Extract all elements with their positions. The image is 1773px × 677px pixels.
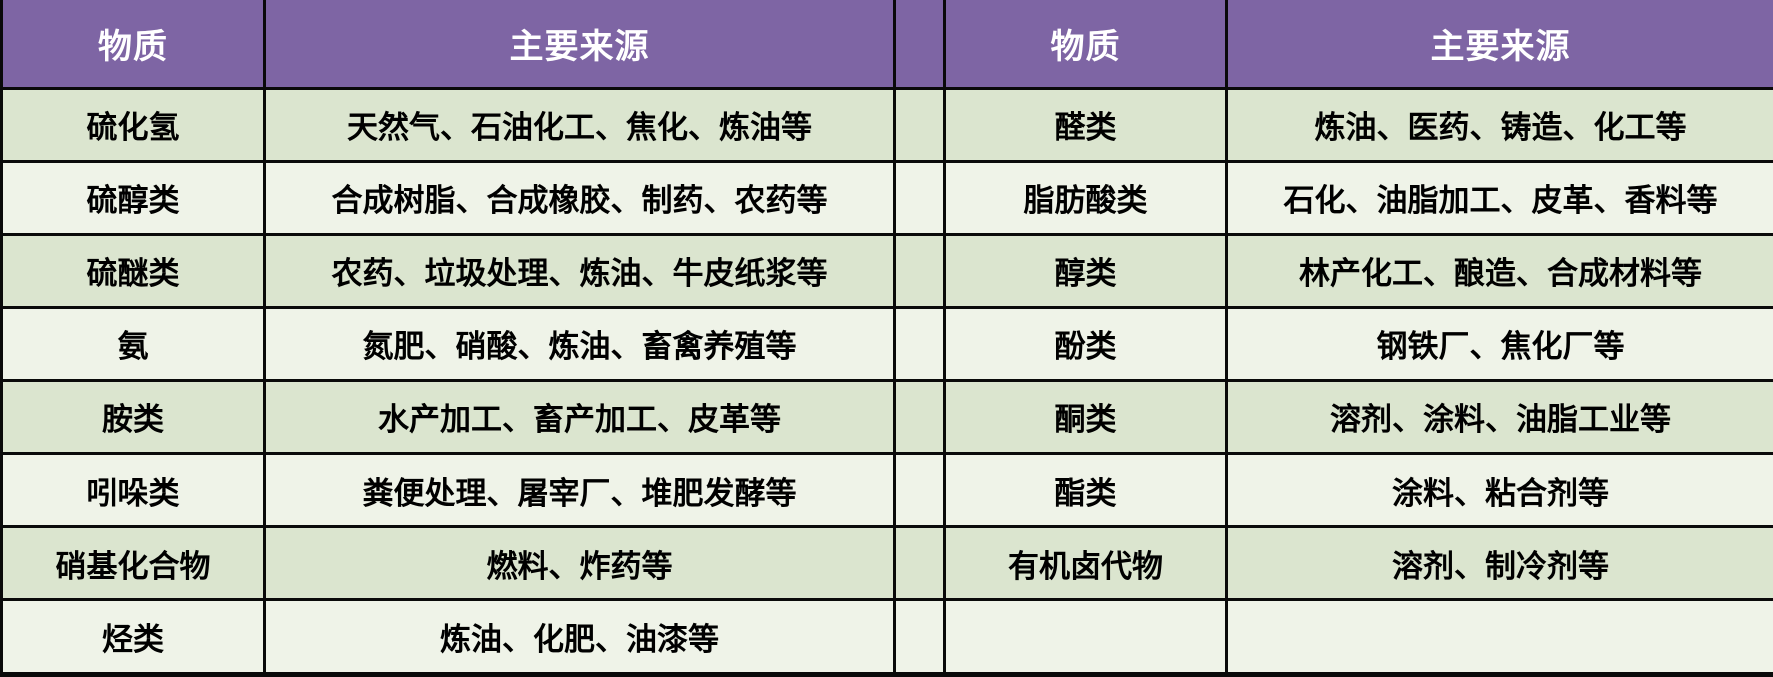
substance-cell: 醇类 xyxy=(943,232,1228,309)
right-source-header: 主要来源 xyxy=(1225,0,1773,90)
spacer-cell xyxy=(893,378,946,456)
substance-cell: 硫化氢 xyxy=(0,86,266,163)
source-cell: 炼油、医药、铸造、化工等 xyxy=(1225,86,1773,163)
left-substance-header: 物质 xyxy=(0,0,266,90)
source-cell: 氮肥、硝酸、炼油、畜禽养殖等 xyxy=(263,305,896,382)
table-row: 硫醇类 合成树脂、合成橡胶、制药、农药等 脂肪酸类 石化、油脂加工、皮革、香料等 xyxy=(0,159,1773,236)
substance-cell xyxy=(943,598,1228,676)
substance-cell: 烃类 xyxy=(0,598,266,676)
source-cell: 水产加工、畜产加工、皮革等 xyxy=(263,378,896,456)
table-row: 吲哚类 粪便处理、屠宰厂、堆肥发酵等 酯类 涂料、粘合剂等 xyxy=(0,452,1773,529)
table-row: 硫醚类 农药、垃圾处理、炼油、牛皮纸浆等 醇类 林产化工、酿造、合成材料等 xyxy=(0,232,1773,309)
source-cell xyxy=(1225,598,1773,676)
spacer-cell xyxy=(893,525,946,602)
source-cell: 钢铁厂、焦化厂等 xyxy=(1225,305,1773,382)
spacer-cell xyxy=(893,452,946,529)
source-cell: 溶剂、制冷剂等 xyxy=(1225,525,1773,602)
table-row: 烃类 炼油、化肥、油漆等 xyxy=(0,598,1773,676)
substance-cell: 酮类 xyxy=(943,378,1228,456)
source-cell: 林产化工、酿造、合成材料等 xyxy=(1225,232,1773,309)
source-cell: 溶剂、涂料、油脂工业等 xyxy=(1225,378,1773,456)
source-cell: 农药、垃圾处理、炼油、牛皮纸浆等 xyxy=(263,232,896,309)
substance-cell: 硝基化合物 xyxy=(0,525,266,602)
substance-cell: 醛类 xyxy=(943,86,1228,163)
table-row: 硝基化合物 燃料、炸药等 有机卤代物 溶剂、制冷剂等 xyxy=(0,525,1773,602)
source-cell: 石化、油脂加工、皮革、香料等 xyxy=(1225,159,1773,236)
table-row: 胺类 水产加工、畜产加工、皮革等 酮类 溶剂、涂料、油脂工业等 xyxy=(0,378,1773,456)
source-cell: 天然气、石油化工、焦化、炼油等 xyxy=(263,86,896,163)
table-header-row: 物质 主要来源 物质 主要来源 xyxy=(0,0,1773,90)
source-cell: 涂料、粘合剂等 xyxy=(1225,452,1773,529)
table-row: 氨 氮肥、硝酸、炼油、畜禽养殖等 酚类 钢铁厂、焦化厂等 xyxy=(0,305,1773,382)
substance-cell: 吲哚类 xyxy=(0,452,266,529)
substance-cell: 氨 xyxy=(0,305,266,382)
spacer-cell xyxy=(893,305,946,382)
spacer-cell xyxy=(893,232,946,309)
substance-cell: 硫醚类 xyxy=(0,232,266,309)
right-substance-header: 物质 xyxy=(943,0,1228,90)
source-cell: 燃料、炸药等 xyxy=(263,525,896,602)
substance-cell: 脂肪酸类 xyxy=(943,159,1228,236)
substance-cell: 胺类 xyxy=(0,378,266,456)
source-cell: 粪便处理、屠宰厂、堆肥发酵等 xyxy=(263,452,896,529)
substance-cell: 酯类 xyxy=(943,452,1228,529)
source-cell: 合成树脂、合成橡胶、制药、农药等 xyxy=(263,159,896,236)
substance-cell: 酚类 xyxy=(943,305,1228,382)
spacer-cell xyxy=(893,159,946,236)
table-row: 硫化氢 天然气、石油化工、焦化、炼油等 醛类 炼油、医药、铸造、化工等 xyxy=(0,86,1773,163)
left-source-header: 主要来源 xyxy=(263,0,896,90)
substance-cell: 硫醇类 xyxy=(0,159,266,236)
substance-cell: 有机卤代物 xyxy=(943,525,1228,602)
spacer-cell xyxy=(893,86,946,163)
source-cell: 炼油、化肥、油漆等 xyxy=(263,598,896,676)
spacer-cell xyxy=(893,598,946,676)
spacer-header-cell xyxy=(893,0,946,90)
